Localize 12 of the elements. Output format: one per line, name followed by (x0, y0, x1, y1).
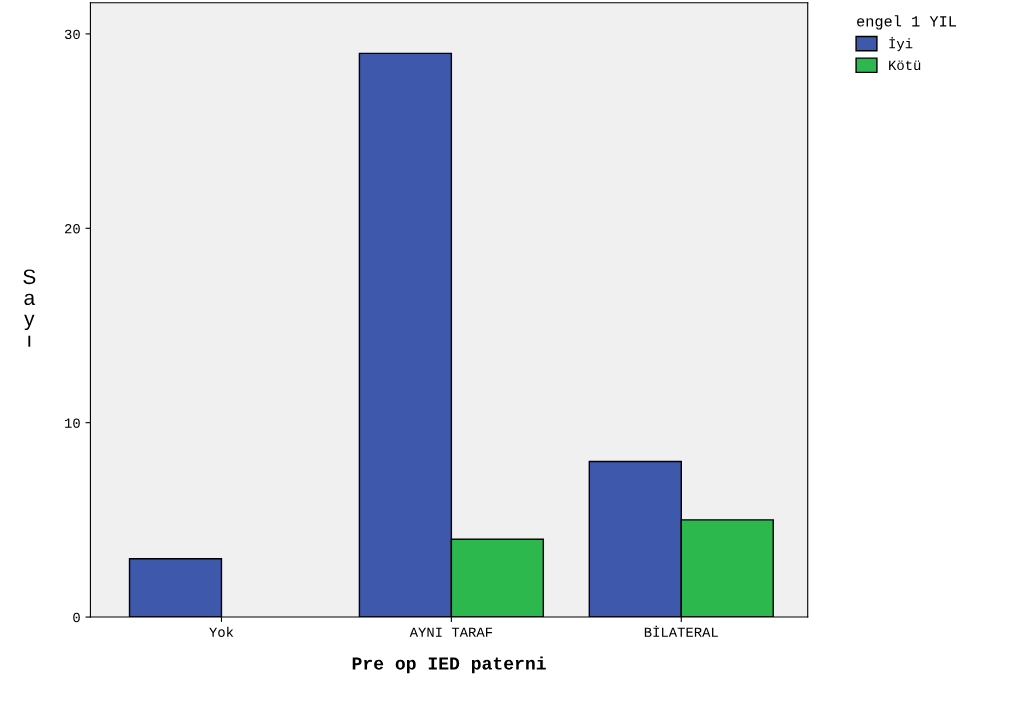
x-tick-label: BİLATERAL (644, 625, 718, 637)
legend-label: İyi (889, 37, 913, 52)
y-tick-label: 0 (73, 612, 80, 623)
y-axis-title: Sayı (23, 269, 36, 347)
y-tick-label: 10 (65, 418, 80, 428)
x-tick-label: AYNI TARAF (409, 627, 493, 637)
legend-title: engel 1 YIL (857, 15, 956, 30)
x-axis-title: Pre op IED paterni (352, 656, 546, 674)
x-tick-label: Yok (209, 626, 234, 637)
y-tick-label: 20 (65, 224, 80, 234)
y-tick-label: 30 (64, 29, 80, 40)
legend-label: Kötü (889, 60, 921, 71)
